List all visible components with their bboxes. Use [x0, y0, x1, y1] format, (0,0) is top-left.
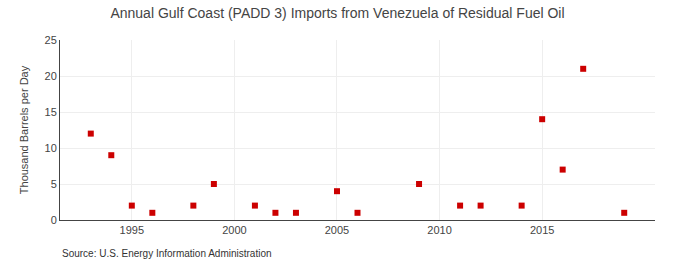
- svg-text:5: 5: [51, 178, 57, 190]
- svg-text:2000: 2000: [222, 224, 246, 236]
- svg-text:2010: 2010: [427, 224, 451, 236]
- svg-text:20: 20: [45, 70, 57, 82]
- svg-text:Source: U.S. Energy Informatio: Source: U.S. Energy Information Administ…: [62, 248, 272, 259]
- svg-text:10: 10: [45, 142, 57, 154]
- svg-text:25: 25: [45, 34, 57, 46]
- svg-text:0: 0: [51, 214, 57, 226]
- svg-text:15: 15: [45, 106, 57, 118]
- svg-text:Annual Gulf Coast (PADD 3) Imp: Annual Gulf Coast (PADD 3) Imports from …: [110, 5, 564, 21]
- svg-text:1995: 1995: [120, 224, 144, 236]
- svg-text:Thousand Barrels per Day: Thousand Barrels per Day: [18, 65, 30, 194]
- svg-text:2015: 2015: [530, 224, 554, 236]
- svg-text:2005: 2005: [325, 224, 349, 236]
